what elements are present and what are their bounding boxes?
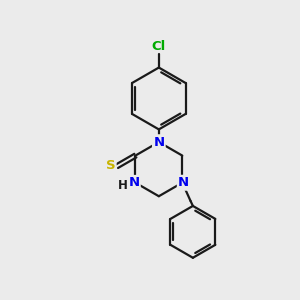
Text: N: N xyxy=(153,136,164,148)
Text: N: N xyxy=(178,176,189,189)
Text: Cl: Cl xyxy=(152,40,166,53)
Text: H: H xyxy=(118,178,128,191)
Text: S: S xyxy=(106,159,115,172)
Text: N: N xyxy=(128,176,140,189)
Text: N: N xyxy=(178,176,189,189)
